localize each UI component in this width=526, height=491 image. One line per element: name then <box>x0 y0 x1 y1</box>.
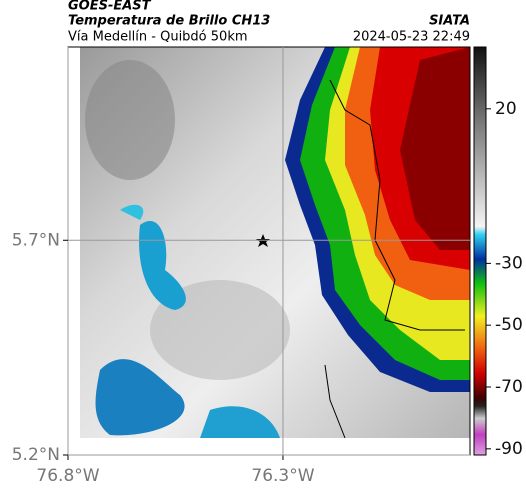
colorbar-label: -90 <box>495 439 523 459</box>
title: Temperatura de Brillo CH13 <box>68 14 270 29</box>
band-darkred <box>400 47 470 250</box>
x-tick-label: 76.8°W <box>36 466 99 486</box>
colorbar-label: -30 <box>495 253 523 273</box>
cloud <box>150 280 290 380</box>
colorbar <box>473 46 487 456</box>
cloud <box>85 60 175 180</box>
header: GOES-EAST Temperatura de Brillo CH13 SIA… <box>68 0 470 45</box>
cold-cloud <box>120 204 144 220</box>
subtitle: Vía Medellín - Quibdó 50km <box>68 30 248 45</box>
colorbar-label: -70 <box>495 377 523 397</box>
cold-cloud <box>139 221 186 310</box>
cold-cloud <box>95 359 185 436</box>
cold-cloud <box>200 406 280 438</box>
y-tick-label: 5.7°N <box>12 230 60 250</box>
ticks: 76.8°W 76.3°W 5.2°N 5.7°N 20 -30 -50 -70 -90 <box>12 47 523 486</box>
y-tick-label: 5.2°N <box>12 445 60 465</box>
colorbar-label: 20 <box>495 99 517 119</box>
source: GOES-EAST <box>68 0 152 14</box>
coastline <box>324 364 346 439</box>
imagery <box>80 47 470 439</box>
colorbar-label: -50 <box>495 315 523 335</box>
org: SIATA <box>429 14 470 29</box>
timestamp: 2024-05-23 22:49 <box>353 30 470 45</box>
x-tick-label: 76.3°W <box>251 466 314 486</box>
